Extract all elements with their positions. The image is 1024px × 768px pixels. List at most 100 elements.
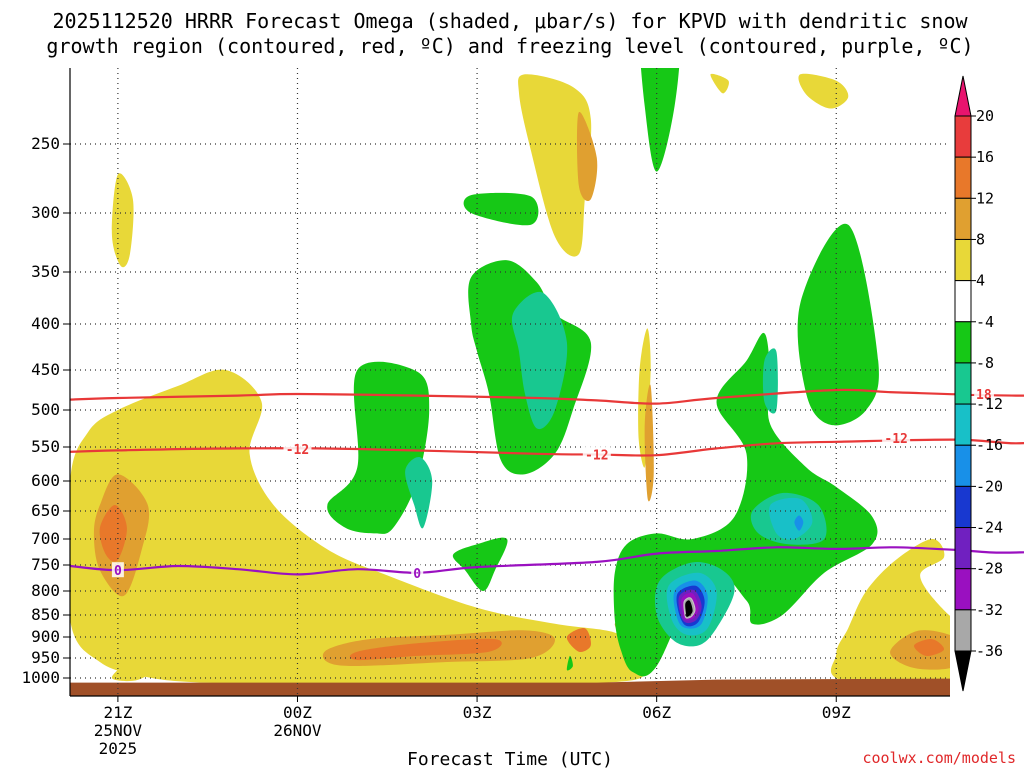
y-tick-label-750: 750 xyxy=(31,555,60,574)
contour-label-1: -12 xyxy=(286,443,309,458)
colorbar-bin-1 xyxy=(954,156,972,199)
omega-region-46 xyxy=(685,600,693,617)
colorbar-label-0: 20 xyxy=(976,107,994,125)
omega-region-21 xyxy=(463,192,539,226)
omega-region-20 xyxy=(914,639,945,656)
x-tick-date-00Z: 26NOV xyxy=(273,721,322,740)
y-tick-label-500: 500 xyxy=(31,400,60,419)
omega-shading-layer xyxy=(70,68,1024,686)
y-tick-label-800: 800 xyxy=(31,581,60,600)
colorbar-bin-2 xyxy=(954,197,972,240)
colorbar-label-8: -16 xyxy=(976,436,1003,454)
omega-region-22 xyxy=(640,68,680,172)
omega-region-31 xyxy=(511,291,568,430)
contour-label-bg-4 xyxy=(111,562,124,578)
omega-region-35 xyxy=(1010,450,1024,582)
contour-label-bg-3 xyxy=(882,430,911,446)
omega-region-13 xyxy=(644,384,654,502)
omega-regions xyxy=(70,68,1024,686)
colorbar-bin-9 xyxy=(954,485,972,529)
contour-line-1 xyxy=(69,438,1024,457)
colorbar-bin-12 xyxy=(954,609,972,652)
y-tick-label-400: 400 xyxy=(31,314,60,333)
colorbar-label-2: 12 xyxy=(976,189,994,207)
omega-region-19 xyxy=(566,628,591,652)
omega-region-11 xyxy=(576,111,598,202)
omega-region-38 xyxy=(769,497,813,540)
contour-label-bg-1 xyxy=(283,441,312,457)
colorbar-label-1: 16 xyxy=(976,148,994,166)
contour-line-0 xyxy=(69,388,1024,405)
omega-region-28 xyxy=(797,223,879,426)
x-tick-year-21Z: 2025 xyxy=(99,739,138,758)
colorbar-label-4: 4 xyxy=(976,272,985,290)
y-tick-label-550: 550 xyxy=(31,437,60,456)
omega-region-3 xyxy=(518,74,592,257)
contour-label-3: -12 xyxy=(884,432,907,447)
contour-label-bg-0 xyxy=(965,386,994,401)
omega-region-23 xyxy=(327,361,430,534)
contour-label-0: -18 xyxy=(968,388,992,403)
x-tick-date-21Z: 25NOV xyxy=(94,721,143,740)
colorbar-bin-10 xyxy=(954,527,972,570)
contour-label-bg-5 xyxy=(411,564,424,580)
x-tick-label-03Z: 03Z xyxy=(463,703,492,722)
y-tick-label-850: 850 xyxy=(31,605,60,624)
colorbar-bin-3 xyxy=(954,238,972,282)
colorbar: 20 16 12 8 4 -4 -8 -12 -16 -20 -24 -28 -32 -36 xyxy=(954,75,1003,692)
chart-title-line1: 2025112520 HRRR Forecast Omega (shaded, … xyxy=(52,9,968,33)
y-tick-label-900: 900 xyxy=(31,627,60,646)
omega-region-15 xyxy=(1003,628,1024,664)
omega-region-33 xyxy=(762,348,778,414)
omega-region-26 xyxy=(566,655,573,671)
colorbar-label-9: -20 xyxy=(976,477,1003,495)
colorbar-label-13: -36 xyxy=(976,642,1003,660)
colorbar-bin-7 xyxy=(954,403,972,446)
x-axis-title: Forecast Time (UTC) xyxy=(407,749,613,768)
colorbar-bottom-arrow xyxy=(954,650,972,692)
colorbar-bin-11 xyxy=(954,568,972,611)
y-tick-label-950: 950 xyxy=(31,648,60,667)
colorbar-label-10: -24 xyxy=(976,519,1003,537)
colorbar-label-5: -4 xyxy=(976,313,994,331)
chart-title-line2: growth region (contoured, red, ºC) and f… xyxy=(46,34,973,58)
omega-region-41 xyxy=(794,515,804,531)
grid-layer xyxy=(70,68,950,696)
ground-layer xyxy=(70,678,950,696)
axis-layer: 250 300 350 400 450 500 550 600 650 700 750 800 850 9… xyxy=(21,68,950,758)
omega-region-5 xyxy=(710,73,729,94)
omega-region-17 xyxy=(99,505,127,562)
y-tick-label-250: 250 xyxy=(31,134,60,153)
omega-region-18 xyxy=(349,638,502,661)
y-tick-label-300: 300 xyxy=(31,203,60,222)
colorbar-label-6: -8 xyxy=(976,354,994,372)
colorbar-bin-8 xyxy=(954,444,972,487)
colorbar-label-7: -12 xyxy=(976,395,1003,413)
contour-label-5: 0 xyxy=(413,567,421,582)
colorbar-bin-4 xyxy=(954,280,972,323)
omega-region-25 xyxy=(452,537,508,591)
y-tick-label-600: 600 xyxy=(31,471,60,490)
colorbar-label-12: -32 xyxy=(976,601,1003,619)
contour-label-4: 0 xyxy=(114,564,122,579)
y-tick-label-700: 700 xyxy=(31,529,60,548)
colorbar-label-3: 8 xyxy=(976,230,985,248)
y-tick-label-650: 650 xyxy=(31,501,60,520)
colorbar-label-11: -28 xyxy=(976,560,1003,578)
x-tick-label-06Z: 06Z xyxy=(642,703,671,722)
y-tick-label-350: 350 xyxy=(31,262,60,281)
credit-text: coolwx.com/models xyxy=(862,749,1016,767)
x-tick-label-00Z: 00Z xyxy=(283,703,312,722)
colorbar-bin-5 xyxy=(954,321,972,364)
colorbar-top-arrow xyxy=(954,75,972,117)
x-tick-label-21Z: 21Z xyxy=(103,703,132,722)
contour-label-bg-2 xyxy=(582,446,611,462)
y-tick-label-1000: 1000 xyxy=(21,668,60,687)
ground-surface xyxy=(70,678,950,696)
contour-layer: -18-12 -12-120 0 xyxy=(69,386,1024,582)
x-tick-label-09Z: 09Z xyxy=(822,703,851,722)
contour-line-2 xyxy=(69,546,1024,576)
omega-region-4 xyxy=(638,328,651,468)
y-tick-label-450: 450 xyxy=(31,360,60,379)
